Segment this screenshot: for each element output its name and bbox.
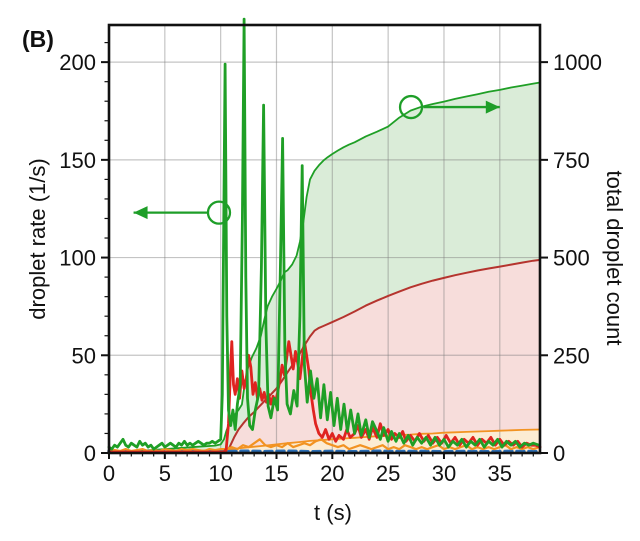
x-tick-label: 15	[264, 461, 288, 486]
panel-label: (B)	[22, 26, 54, 52]
x-tick-label: 35	[488, 461, 512, 486]
red-total-droplet-count-line	[108, 258, 541, 454]
red-total-droplet-count-area	[109, 259, 540, 453]
x-tick-label: 25	[376, 461, 400, 486]
y-right-tick-label: 500	[553, 246, 590, 271]
right-axis-pointer-arrow-head	[485, 100, 500, 114]
y-right-tick-label: 0	[553, 441, 565, 466]
y-right-axis-title: total droplet count	[602, 171, 627, 346]
y-left-tick-label: 200	[59, 50, 96, 75]
x-tick-label: 5	[159, 461, 171, 486]
y-right-tick-label: 750	[553, 148, 590, 173]
green-droplet-rate-line	[107, 17, 541, 451]
plot-layers: 0 5 10 15 20 25 30 35 0 50 100 150 200 0 250 500 750 1000	[59, 17, 602, 486]
x-tick-label: 20	[320, 461, 344, 486]
left-axis-pointer-circle	[206, 200, 232, 225]
right-axis-pointer-circle	[398, 94, 424, 120]
y-left-tick-label: 0	[84, 441, 96, 466]
y-left-tick-label: 50	[72, 343, 96, 368]
x-axis-title: t (s)	[314, 500, 352, 525]
y-right-tick-label: 1000	[553, 50, 602, 75]
y-left-tick-label: 150	[59, 148, 96, 173]
left-axis-pointer-arrow-head	[133, 206, 148, 220]
y-left-tick-label: 100	[59, 246, 96, 271]
red-droplet-rate-line	[107, 340, 542, 454]
x-tick-label: 30	[432, 461, 456, 486]
x-tick-label: 10	[208, 461, 232, 486]
y-right-tick-label: 250	[553, 343, 590, 368]
plot-frame	[107, 23, 542, 455]
x-tick-label: 0	[103, 461, 115, 486]
y-left-axis-title: droplet rate (1/s)	[25, 158, 50, 319]
